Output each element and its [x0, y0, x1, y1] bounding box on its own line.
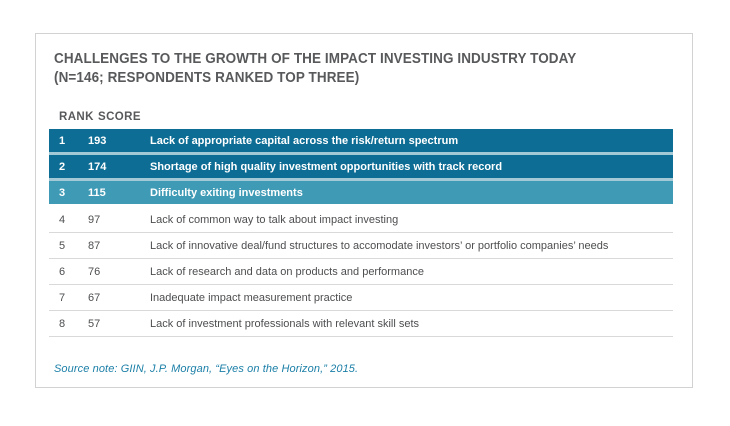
score-cell: 97: [88, 213, 101, 226]
rank-column-header: RANK: [59, 111, 94, 123]
table-row: 3 115 Difficulty exiting investments: [49, 181, 673, 204]
score-cell: 76: [88, 265, 101, 278]
figure-card: CHALLENGES TO THE GROWTH OF THE IMPACT I…: [35, 33, 693, 388]
table-header-row: RANK SCORE: [59, 110, 692, 124]
table-row: 8 57 Lack of investment professionals wi…: [49, 311, 673, 337]
challenge-cell: Shortage of high quality investment oppo…: [150, 160, 503, 173]
challenge-cell: Lack of common way to talk about impact …: [150, 213, 399, 226]
challenge-cell: Lack of research and data on products an…: [150, 265, 424, 278]
source-note: Source note: GIIN, J.P. Morgan, “Eyes on…: [54, 363, 359, 375]
rank-cell: 3: [59, 186, 66, 199]
table-row: 6 76 Lack of research and data on produc…: [49, 259, 673, 285]
challenge-cell: Lack of appropriate capital across the r…: [150, 134, 459, 147]
challenge-cell: Difficulty exiting investments: [150, 186, 303, 199]
table-row: 4 97 Lack of common way to talk about im…: [49, 207, 673, 233]
title-line-1: CHALLENGES TO THE GROWTH OF THE IMPACT I…: [54, 51, 577, 67]
table-row: 1 193 Lack of appropriate capital across…: [49, 129, 673, 155]
figure-title: CHALLENGES TO THE GROWTH OF THE IMPACT I…: [54, 50, 692, 88]
score-cell: 87: [88, 239, 101, 252]
rank-cell: 4: [59, 213, 66, 226]
rank-cell: 2: [59, 160, 66, 173]
score-cell: 67: [88, 291, 101, 304]
table-row: 5 87 Lack of innovative deal/fund struct…: [49, 233, 673, 259]
score-cell: 193: [88, 134, 107, 147]
score-cell: 57: [88, 317, 101, 330]
challenge-cell: Inadequate impact measurement practice: [150, 291, 353, 304]
table-row: 2 174 Shortage of high quality investmen…: [49, 155, 673, 181]
score-cell: 174: [88, 160, 107, 173]
challenge-cell: Lack of innovative deal/fund structures …: [150, 239, 609, 252]
title-line-2: (N=146; RESPONDENTS RANKED TOP THREE): [54, 70, 360, 86]
table-row: 7 67 Inadequate impact measurement pract…: [49, 285, 673, 311]
rank-cell: 6: [59, 265, 66, 278]
score-column-header: SCORE: [98, 111, 141, 123]
score-cell: 115: [88, 186, 106, 199]
rank-cell: 8: [59, 317, 66, 330]
challenge-cell: Lack of investment professionals with re…: [150, 317, 420, 330]
table-body: 1 193 Lack of appropriate capital across…: [49, 129, 673, 337]
rank-cell: 5: [59, 239, 66, 252]
rank-cell: 7: [59, 291, 66, 304]
rank-cell: 1: [59, 134, 66, 147]
